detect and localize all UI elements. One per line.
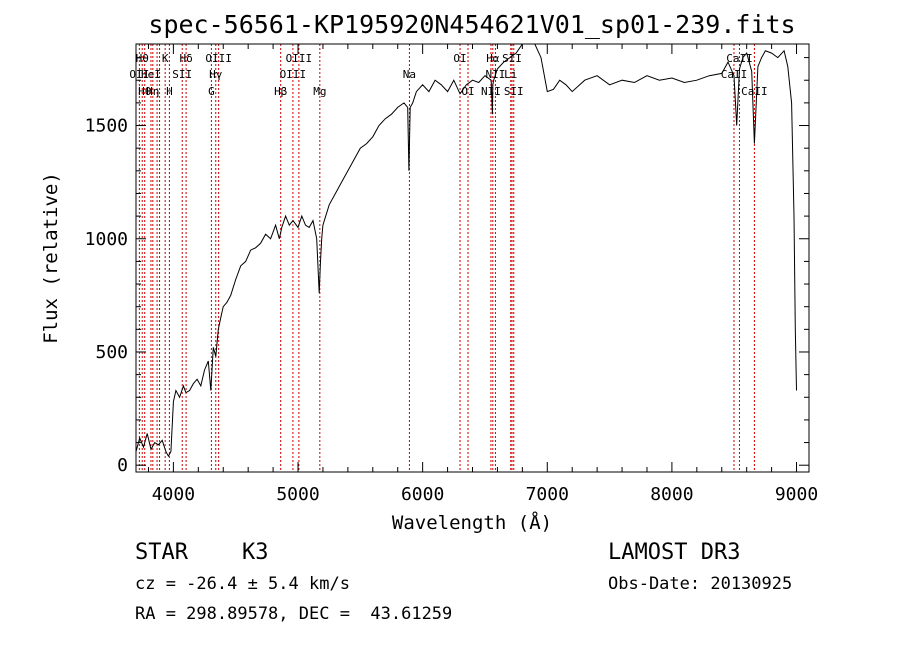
line-marker-label: Hγ — [209, 68, 223, 81]
coordinates: RA = 298.89578, DEC = 43.61259 — [135, 604, 453, 624]
line-marker-label: Hβ — [274, 85, 288, 98]
line-marker-label: SII — [504, 85, 524, 98]
spectrum-chart: spec-56561-KP195920N454621V01_sp01-239.f… — [40, 10, 818, 534]
line-marker-label: Mg — [313, 85, 326, 98]
line-marker-label: OIII — [280, 68, 307, 81]
x-tick-label: 4000 — [152, 484, 195, 505]
line-marker-label: H — [166, 85, 173, 98]
line-marker-label: CaII — [741, 85, 768, 98]
line-marker-label: OII — [129, 68, 149, 81]
x-tick-label: 8000 — [650, 484, 693, 505]
y-tick-label: 0 — [117, 455, 128, 476]
line-marker-label: Hθ — [136, 52, 149, 65]
line-marker-label: CaII — [726, 52, 753, 65]
y-axis: 0 500 1000 1500 — [85, 57, 809, 476]
line-marker-label: OI — [461, 85, 474, 98]
y-axis-label: Flux (relative) — [40, 172, 62, 344]
line-marker-label: OIII — [286, 52, 313, 65]
y-tick-label: 1500 — [85, 116, 128, 137]
line-marker-label: Hα — [486, 52, 500, 65]
chart-title: spec-56561-KP195920N454621V01_sp01-239.f… — [148, 10, 795, 39]
x-tick-label: 9000 — [775, 484, 818, 505]
line-marker-label: Hδ — [179, 52, 192, 65]
redshift-velocity: cz = -26.4 ± 5.4 km/s — [135, 574, 350, 594]
line-marker-label: OIII — [205, 52, 232, 65]
line-marker-label: K — [162, 52, 169, 65]
line-marker-label: HeI — [141, 68, 161, 81]
line-marker-label: SII — [172, 68, 192, 81]
line-marker-label: Hη — [146, 85, 159, 98]
line-marker-label: Li — [504, 68, 517, 81]
spectrum-line — [135, 43, 797, 458]
x-tick-label: 7000 — [526, 484, 569, 505]
line-marker-label: Hθ — [138, 85, 151, 98]
x-tick-label: 5000 — [276, 484, 319, 505]
x-axis-label: Wavelength (Å) — [392, 511, 552, 534]
x-axis: 4000 5000 6000 7000 8000 9000 — [147, 44, 818, 505]
line-markers — [138, 44, 755, 472]
line-marker-label: NII — [481, 85, 501, 98]
line-marker-labels: OII Hθ Hθ HeI Hη K H SII Hδ G Hγ OIII Hβ OIII OIII Mg Na… — [129, 52, 767, 98]
line-marker-label: Na — [403, 68, 416, 81]
line-marker-label: OI — [453, 52, 466, 65]
y-tick-label: 1000 — [85, 229, 128, 250]
line-marker-label: G — [208, 85, 215, 98]
plot-frame — [135, 43, 810, 473]
line-marker-label: SII — [502, 52, 522, 65]
survey-name: LAMOST DR3 — [608, 540, 741, 565]
object-subclass: K3 — [242, 540, 269, 565]
observation-date: Obs-Date: 20130925 — [608, 574, 793, 594]
object-class: STAR — [135, 540, 188, 565]
y-tick-label: 500 — [95, 342, 128, 363]
x-tick-label: 6000 — [401, 484, 444, 505]
